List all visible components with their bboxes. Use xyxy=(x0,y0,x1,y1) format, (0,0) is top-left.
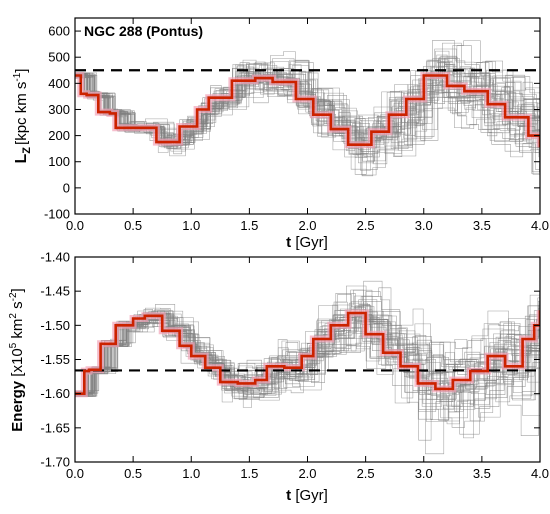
lz-y-axis-title: LZ[kpc km s-1] xyxy=(12,69,33,164)
energy-y-axis-title: Energy [x105 km2 s-2] xyxy=(8,288,26,431)
lz-y-tick-label: 0 xyxy=(63,180,70,195)
energy-x-tick-label: 3.0 xyxy=(415,466,433,481)
energy-y-tick-label: -1.60 xyxy=(40,386,70,401)
energy-y-tick-label: -1.40 xyxy=(40,250,70,265)
energy-y-tick-label: -1.55 xyxy=(40,352,70,367)
energy-x-tick-label: 2.5 xyxy=(357,466,375,481)
energy-y-tick-label: -1.50 xyxy=(40,318,70,333)
energy-y-tick-label: -1.45 xyxy=(40,284,70,299)
energy-ensemble-line xyxy=(75,296,540,399)
energy-x-tick-label: 1.5 xyxy=(240,466,258,481)
lz-panel-title: NGC 288 (Pontus) xyxy=(84,23,203,39)
lz-x-tick-label: 3.5 xyxy=(473,218,491,233)
energy-ensemble-line xyxy=(75,285,540,396)
lz-x-tick-label: 2.5 xyxy=(357,218,375,233)
lz-orbit-line xyxy=(75,74,540,148)
energy-ensemble-line xyxy=(75,304,540,428)
lz-x-axis-title: t [Gyr] xyxy=(286,234,328,251)
energy-x-axis-title: t [Gyr] xyxy=(286,487,328,504)
lz-y-ticks: -100 0 100 200 300 400 500 600 xyxy=(44,24,540,222)
energy-y-ticks: -1.70 -1.65 -1.60 -1.55 -1.50 -1.45 -1.40 xyxy=(40,250,540,470)
lz-ensemble-line xyxy=(75,50,540,149)
lz-x-tick-label: 1.0 xyxy=(182,218,200,233)
lz-y-tick-label: 100 xyxy=(48,154,70,169)
lz-y-tick-label: 300 xyxy=(48,102,70,117)
energy-x-tick-label: 2.0 xyxy=(298,466,316,481)
energy-panel: 0.0 0.5 1.0 1.5 2.0 2.5 3.0 3.5 4.0 -1.70-1.65-1… xyxy=(8,250,549,505)
energy-ensemble-line xyxy=(75,289,540,395)
lz-x-tick-label: 0.0 xyxy=(66,218,84,233)
lz-y-tick-label: 500 xyxy=(48,50,70,65)
energy-y-tick-label: -1.65 xyxy=(40,420,70,435)
energy-x-tick-label: 0.5 xyxy=(124,466,142,481)
lz-x-tick-label: 4.0 xyxy=(531,218,549,233)
lz-ensemble-line xyxy=(75,65,540,164)
energy-x-tick-label: 0.0 xyxy=(66,466,84,481)
energy-x-tick-label: 3.5 xyxy=(473,466,491,481)
lz-x-tick-label: 3.0 xyxy=(415,218,433,233)
energy-x-tick-label: 1.0 xyxy=(182,466,200,481)
lz-y-tick-label: 400 xyxy=(48,76,70,91)
lz-y-tick-label: 200 xyxy=(48,128,70,143)
lz-x-tick-label: 2.0 xyxy=(298,218,316,233)
energy-x-tick-label: 4.0 xyxy=(531,466,549,481)
lz-panel: 0.0 0.5 1.0 1.5 2.0 2.5 3.0 3.5 4.0 -100 0 100 200 3… xyxy=(12,17,549,251)
energy-y-tick-label: -1.70 xyxy=(40,455,70,470)
energy-x-ticks: 0.0 0.5 1.0 1.5 2.0 2.5 3.0 3.5 4.0 xyxy=(66,257,549,481)
lz-y-tick-label: -100 xyxy=(44,207,70,222)
lz-x-tick-label: 0.5 xyxy=(124,218,142,233)
energy-orbit-line xyxy=(75,310,540,395)
lz-x-ticks: 0.0 0.5 1.0 1.5 2.0 2.5 3.0 3.5 4.0 xyxy=(66,18,549,233)
lz-y-tick-label: 600 xyxy=(48,24,70,39)
lz-plot-frame xyxy=(75,18,540,214)
lz-x-tick-label: 1.5 xyxy=(240,218,258,233)
